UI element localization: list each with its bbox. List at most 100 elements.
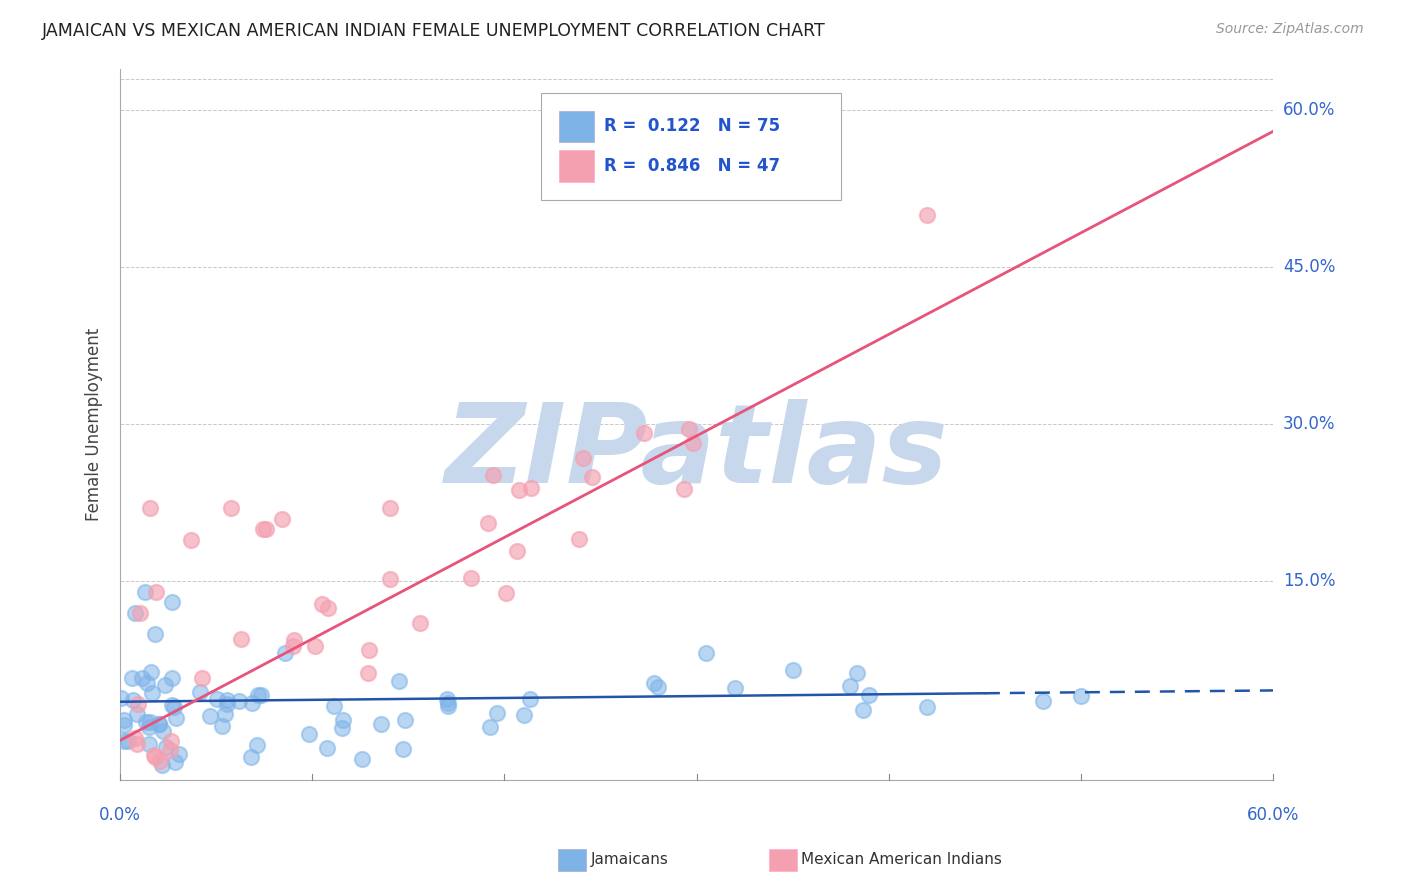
Text: JAMAICAN VS MEXICAN AMERICAN INDIAN FEMALE UNEMPLOYMENT CORRELATION CHART: JAMAICAN VS MEXICAN AMERICAN INDIAN FEMA…	[42, 22, 825, 40]
FancyBboxPatch shape	[560, 151, 593, 182]
Point	[112, 717, 135, 731]
Point	[298, 727, 321, 741]
Text: R =  0.846   N = 47: R = 0.846 N = 47	[605, 157, 780, 175]
Point	[163, 755, 186, 769]
Text: 30.0%: 30.0%	[1282, 416, 1336, 434]
Point	[695, 646, 717, 660]
Point	[682, 435, 704, 450]
Point	[153, 678, 176, 692]
Point	[839, 679, 862, 693]
Point	[205, 692, 228, 706]
Point	[678, 422, 700, 436]
Point	[138, 737, 160, 751]
Point	[270, 511, 292, 525]
Point	[117, 734, 139, 748]
Point	[246, 738, 269, 752]
Point	[724, 681, 747, 695]
Point	[141, 686, 163, 700]
Point	[858, 688, 880, 702]
Point	[378, 572, 401, 586]
Point	[782, 663, 804, 677]
FancyBboxPatch shape	[560, 111, 593, 142]
Point	[479, 721, 502, 735]
Point	[572, 450, 595, 465]
Point	[852, 703, 875, 717]
Text: 60.0%: 60.0%	[1247, 806, 1299, 824]
Point	[482, 468, 505, 483]
Point	[134, 584, 156, 599]
Point	[155, 739, 177, 754]
Point	[124, 606, 146, 620]
Point	[211, 719, 233, 733]
Point	[127, 737, 149, 751]
Point	[672, 483, 695, 497]
Point	[136, 675, 159, 690]
Point	[519, 481, 541, 495]
Point	[495, 586, 517, 600]
Point	[143, 747, 166, 762]
Point	[191, 671, 214, 685]
Point	[145, 584, 167, 599]
Point	[1031, 694, 1053, 708]
Point	[148, 717, 170, 731]
Point	[485, 706, 508, 720]
Point	[643, 676, 665, 690]
Point	[240, 696, 263, 710]
Point	[131, 671, 153, 685]
Point	[316, 600, 339, 615]
Point	[409, 615, 432, 630]
Point	[506, 544, 529, 558]
Point	[148, 717, 170, 731]
Y-axis label: Female Unemployment: Female Unemployment	[86, 327, 103, 521]
Point	[370, 716, 392, 731]
Point	[188, 685, 211, 699]
Point	[112, 733, 135, 747]
Point	[217, 692, 239, 706]
Point	[477, 516, 499, 530]
Point	[110, 691, 132, 706]
Point	[252, 522, 274, 536]
Text: Mexican American Indians: Mexican American Indians	[801, 853, 1002, 867]
Point	[214, 707, 236, 722]
Point	[647, 680, 669, 694]
Point	[330, 721, 353, 735]
Point	[519, 692, 541, 706]
Point	[274, 646, 297, 660]
Point	[180, 533, 202, 547]
Point	[633, 426, 655, 441]
Point	[915, 700, 938, 714]
Point	[139, 665, 162, 679]
Point	[250, 688, 273, 702]
Text: Jamaicans: Jamaicans	[591, 853, 668, 867]
Text: Source: ZipAtlas.com: Source: ZipAtlas.com	[1216, 22, 1364, 37]
Text: R =  0.122   N = 75: R = 0.122 N = 75	[605, 117, 780, 136]
Point	[568, 532, 591, 546]
Point	[122, 693, 145, 707]
Point	[139, 714, 162, 729]
Point	[231, 632, 253, 647]
Point	[436, 692, 458, 706]
Point	[283, 639, 305, 653]
Point	[135, 715, 157, 730]
Point	[332, 714, 354, 728]
Point	[143, 750, 166, 764]
Point	[391, 741, 413, 756]
Point	[350, 752, 373, 766]
Point	[128, 606, 150, 620]
Point	[283, 633, 305, 648]
Point	[160, 734, 183, 748]
Point	[508, 483, 530, 498]
Point	[246, 688, 269, 702]
Point	[437, 699, 460, 714]
Point	[150, 757, 173, 772]
Point	[162, 698, 184, 712]
Point	[388, 673, 411, 688]
FancyBboxPatch shape	[541, 94, 841, 200]
Point	[221, 501, 243, 516]
Point	[1070, 689, 1092, 703]
Point	[163, 700, 186, 714]
Point	[167, 747, 190, 761]
Point	[380, 501, 402, 516]
Point	[316, 741, 339, 756]
Point	[460, 571, 482, 585]
